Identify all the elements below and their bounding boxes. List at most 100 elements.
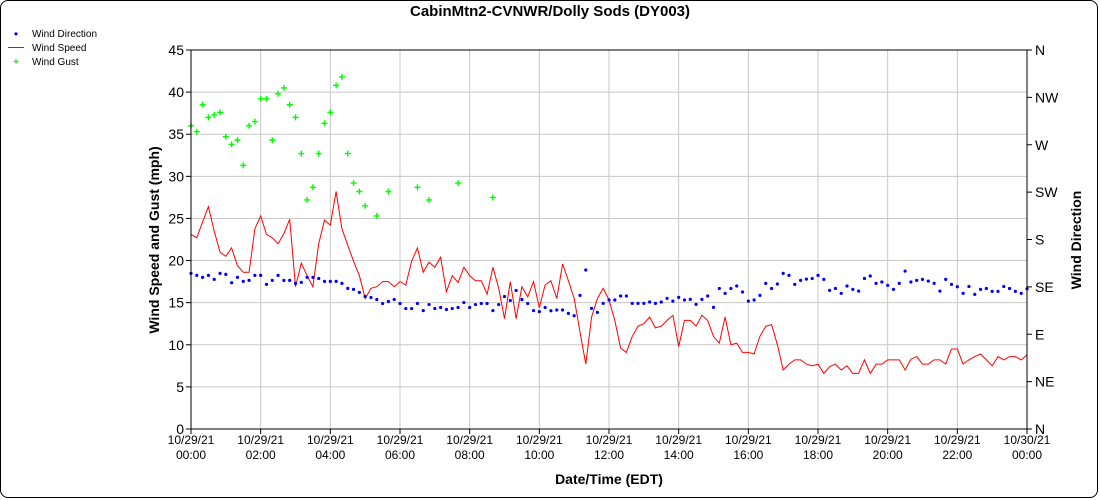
wind-direction-point (758, 293, 762, 298)
y2-tick-label: W (1035, 137, 1049, 153)
y2-tick-label: NE (1035, 374, 1054, 390)
wind-direction-point (491, 308, 495, 313)
wind-direction-point (497, 302, 501, 307)
x-tick-time: 18:00 (803, 448, 833, 462)
wind-direction-point (264, 282, 269, 286)
wind-direction-point (560, 308, 565, 312)
wind-direction-point (305, 275, 309, 279)
wind-direction-point (375, 297, 379, 302)
y2-tick-label: N (1035, 421, 1045, 437)
legend-item-wind-gust: + Wind Gust (6, 55, 97, 69)
wind-direction-point (810, 276, 814, 281)
wind-gust-point (426, 196, 433, 203)
y-axis-label: Wind Speed and Gust (mph) (146, 146, 162, 333)
wind-gust-point (280, 84, 287, 91)
wind-direction-point (915, 278, 919, 282)
wind-direction-point (456, 305, 460, 310)
wind-direction-point (201, 275, 205, 279)
wind-direction-point (1007, 286, 1012, 291)
y-tick-label: 15 (168, 295, 184, 311)
wind-direction-point (357, 290, 361, 294)
wind-direction-point (398, 301, 402, 306)
wind-direction-point (920, 277, 925, 282)
y-tick-label: 45 (168, 42, 184, 58)
wind-direction-point (851, 287, 855, 292)
y2-tick-label: N (1035, 42, 1045, 58)
wind-gust-point (211, 111, 218, 118)
wind-direction-point (671, 299, 675, 303)
wind-direction-point (839, 291, 843, 296)
wind-gust-point (356, 188, 363, 195)
y-tick-label: 0 (176, 421, 184, 437)
wind-direction-point (694, 302, 698, 306)
x-tick-time: 22:00 (942, 448, 972, 462)
y2-tick-label: S (1035, 232, 1044, 248)
y-tick-label: 30 (168, 168, 184, 184)
wind-direction-point (230, 281, 234, 285)
wind-gust-point (275, 90, 282, 97)
wind-direction-point (624, 294, 629, 298)
wind-direction-point (787, 273, 791, 277)
wind-direction-point (642, 301, 646, 306)
wind-direction-point (386, 299, 390, 304)
wind-gust-point (234, 137, 241, 144)
wind-direction-point (212, 277, 216, 282)
wind-gust-point (333, 82, 340, 89)
wind-direction-point (874, 281, 878, 286)
wind-direction-point (415, 301, 420, 306)
wind-direction-point (746, 299, 750, 303)
wind-gust-point (205, 114, 212, 121)
y2-tick-label: SE (1035, 279, 1054, 295)
chart-title: CabinMtn2-CVNWR/Dolly Sods (DY003) (409, 3, 691, 20)
x-tick-time: 04:00 (315, 448, 345, 462)
wind-direction-point (299, 280, 303, 284)
wind-gust-point (489, 194, 496, 201)
wind-direction-point (520, 297, 524, 302)
x-tick-time: 10:00 (524, 448, 554, 462)
wind-direction-point (1013, 289, 1017, 294)
wind-direction-point (613, 298, 617, 302)
wind-gust-point (228, 141, 235, 148)
wind-direction-point (589, 306, 594, 310)
wind-direction-point (404, 306, 408, 311)
x-tick-date: 10/29/21 (446, 433, 493, 447)
wind-direction-point (601, 301, 605, 306)
wind-direction-point (932, 281, 936, 286)
legend-item-wind-speed: Wind Speed (6, 41, 97, 55)
x-tick-time: 14:00 (664, 448, 694, 462)
wind-direction-point (711, 305, 716, 310)
x-tick-date: 10/29/21 (516, 433, 563, 447)
x-tick-date: 10/29/21 (725, 433, 772, 447)
legend-item-wind-direction: • Wind Direction (6, 27, 97, 41)
wind-direction-point (317, 276, 321, 281)
legend-label: Wind Gust (32, 56, 79, 68)
wind-direction-point (253, 273, 257, 277)
y2-tick-label: NW (1035, 89, 1059, 105)
wind-direction-point (886, 283, 890, 288)
wind-direction-point (793, 282, 797, 286)
x-tick-time: 00:00 (176, 448, 206, 462)
x-tick-date: 10/29/21 (168, 433, 215, 447)
x-tick-time: 16:00 (733, 448, 763, 462)
wind-direction-point (926, 279, 930, 283)
x-tick-time: 12:00 (594, 448, 624, 462)
wind-direction-point (514, 288, 518, 293)
y-tick-label: 40 (168, 84, 184, 100)
wind-direction-point (369, 295, 373, 300)
wind-direction-point (729, 286, 733, 291)
wind-direction-point (346, 286, 350, 290)
wind-direction-point (973, 292, 977, 296)
wind-direction-point (462, 300, 466, 305)
y2-axis-label: Wind Direction (1068, 191, 1084, 290)
x-tick-time: 08:00 (455, 448, 485, 462)
wind-direction-point (468, 305, 472, 310)
wind-direction-point (891, 287, 896, 292)
y-tick-label: 35 (168, 126, 184, 142)
wind-direction-point (322, 279, 327, 284)
wind-direction-point (439, 305, 443, 310)
wind-direction-point (798, 278, 803, 282)
wind-direction-point (909, 280, 913, 284)
wind-direction-point (677, 295, 681, 300)
